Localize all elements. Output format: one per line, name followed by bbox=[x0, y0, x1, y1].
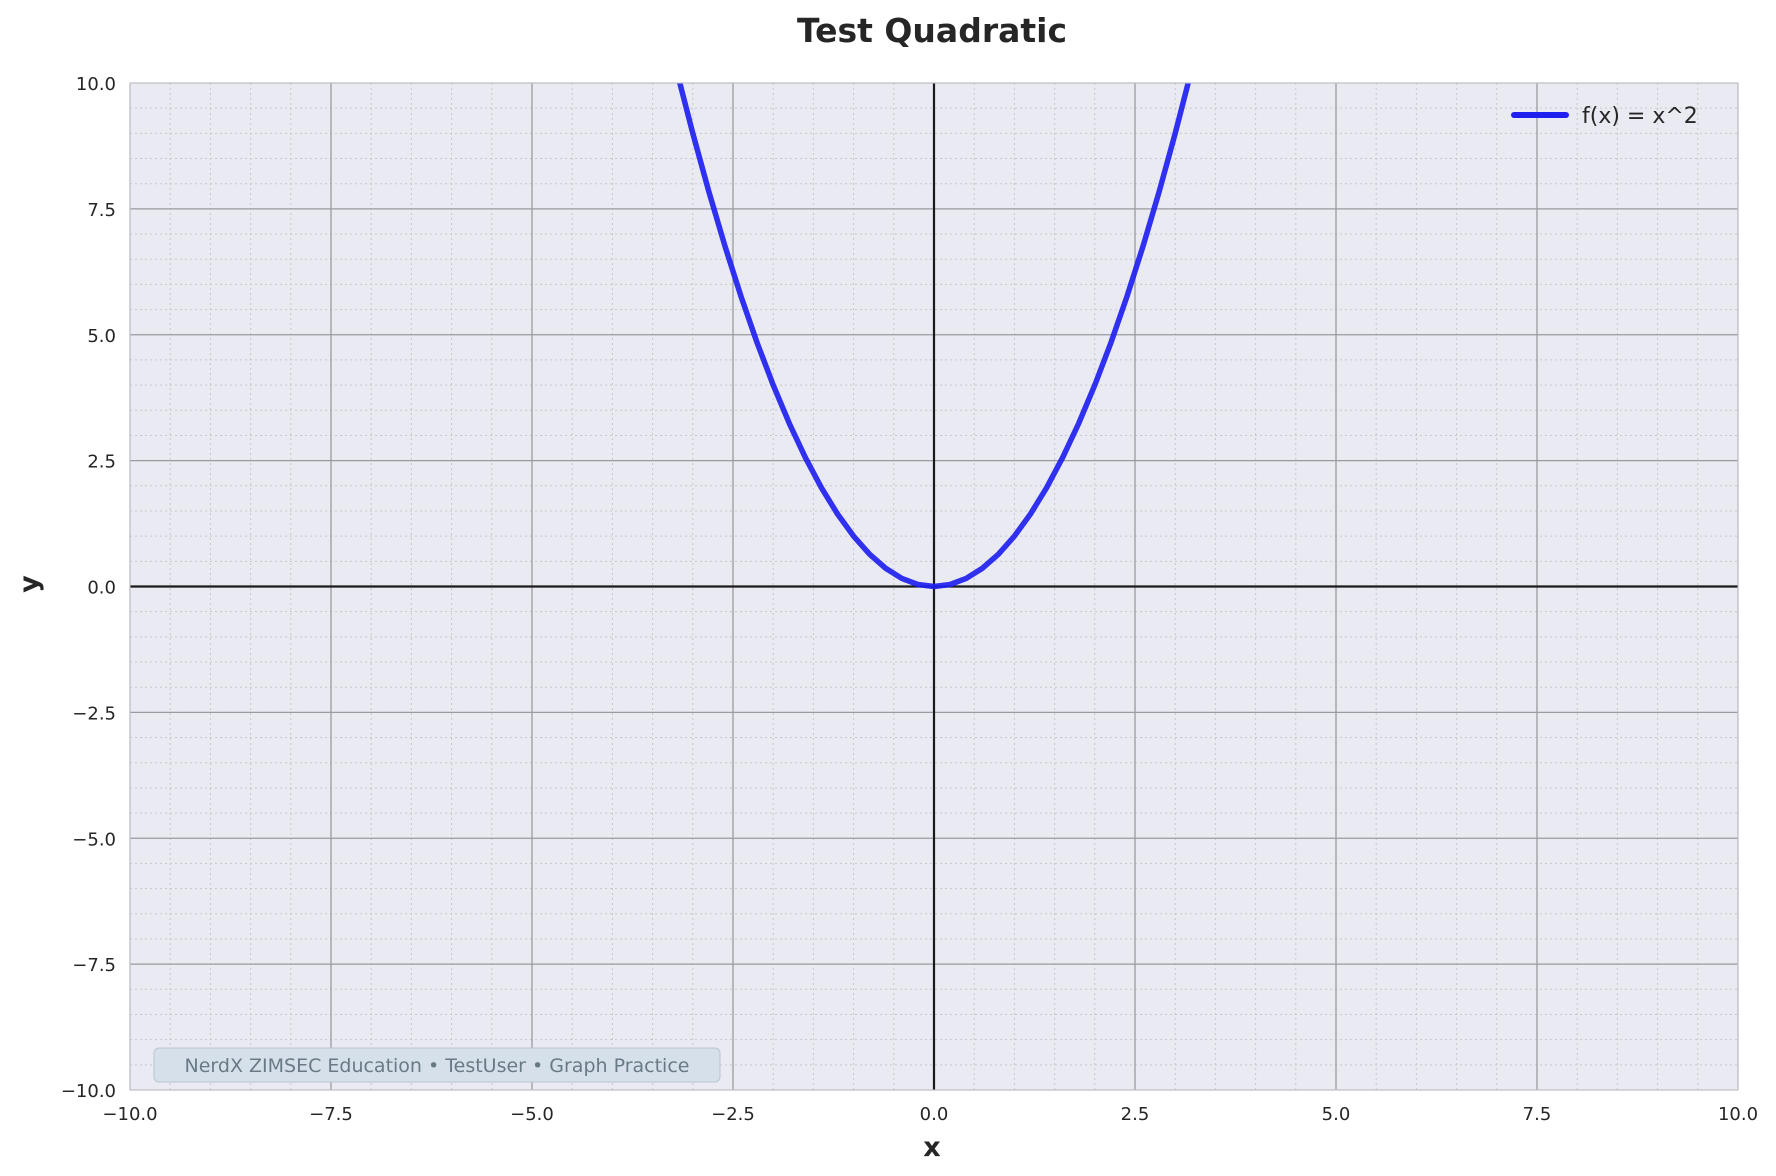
y-tick-labels: −10.0 −7.5 −5.0 −2.5 0.0 2.5 5.0 7.5 10.0 bbox=[61, 74, 116, 1102]
chart-title: Test Quadratic bbox=[797, 11, 1067, 50]
annotation-box bbox=[153, 1047, 721, 1083]
y-tick-label: −10.0 bbox=[61, 1081, 116, 1102]
y-tick-label: −5.0 bbox=[72, 829, 116, 850]
annotation-text: NerdX ZIMSEC Education • TestUser • Grap… bbox=[185, 1055, 690, 1077]
watermark-annotation: NerdX ZIMSEC Education • TestUser • Grap… bbox=[153, 1047, 721, 1083]
series-layer bbox=[676, 83, 1192, 590]
y-tick-label: 5.0 bbox=[87, 326, 116, 347]
x-tick-label: 10.0 bbox=[1718, 1104, 1758, 1125]
plot-frame bbox=[129, 82, 1739, 1091]
y-tick-label: 10.0 bbox=[76, 74, 116, 95]
series-line-0 bbox=[676, 83, 1192, 590]
x-tick-label: 7.5 bbox=[1523, 1104, 1552, 1125]
y-axis-label: y bbox=[14, 575, 45, 593]
x-tick-label: 5.0 bbox=[1322, 1104, 1351, 1125]
x-tick-label: 0.0 bbox=[920, 1104, 949, 1125]
legend: f(x) = x^2 bbox=[1511, 104, 1698, 129]
x-tick-label: −10.0 bbox=[102, 1104, 157, 1125]
y-tick-label: 7.5 bbox=[87, 200, 116, 221]
y-tick-label: 0.0 bbox=[87, 578, 116, 599]
y-tick-label: −7.5 bbox=[72, 955, 116, 976]
y-tick-label: −2.5 bbox=[72, 703, 116, 724]
x-axis-label: x bbox=[923, 1132, 940, 1163]
x-tick-label: 2.5 bbox=[1121, 1104, 1150, 1125]
y-tick-label: 2.5 bbox=[87, 452, 116, 473]
legend-label: f(x) = x^2 bbox=[1582, 104, 1698, 129]
x-tick-labels: −10.0 −7.5 −5.0 −2.5 0.0 2.5 5.0 7.5 10.0 bbox=[102, 1104, 1758, 1125]
x-tick-label: −7.5 bbox=[309, 1104, 353, 1125]
x-tick-label: −5.0 bbox=[510, 1104, 554, 1125]
x-tick-label: −2.5 bbox=[711, 1104, 755, 1125]
